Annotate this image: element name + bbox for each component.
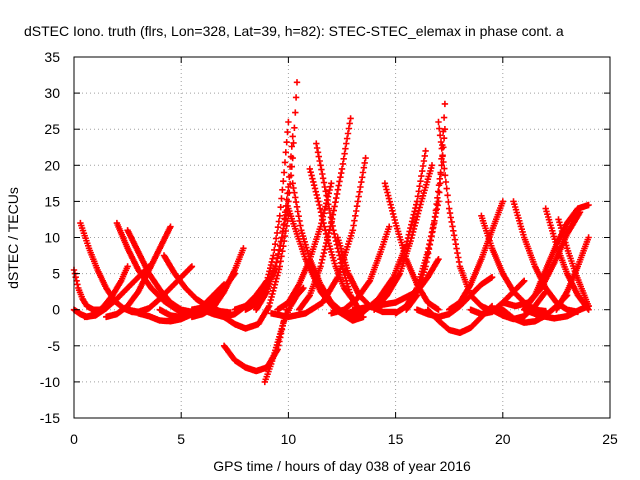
x-tick-labels: 0 5 10 15 20 25 — [70, 431, 618, 447]
y-tick-label: 30 — [44, 85, 60, 101]
data-point-markers — [446, 198, 506, 313]
series-38 — [446, 198, 506, 313]
series-28 — [328, 223, 393, 317]
data-point-markers — [253, 133, 296, 313]
data-point-markers — [195, 212, 292, 332]
series-25 — [268, 154, 369, 321]
x-tick-label: 15 — [388, 431, 404, 447]
series-48 — [521, 302, 592, 322]
data-point-markers — [381, 180, 442, 313]
y-tick-label: -15 — [40, 410, 60, 426]
data-point-markers — [521, 302, 592, 322]
series-17 — [231, 118, 292, 313]
data-point-markers — [553, 234, 592, 313]
x-axis-label: GPS time / hours of day 038 of year 2016 — [213, 458, 471, 474]
x-tick-label: 10 — [281, 431, 297, 447]
y-tick-label: 15 — [44, 193, 60, 209]
y-tick-label: 0 — [52, 302, 60, 318]
series-30 — [381, 180, 442, 313]
series-34 — [403, 100, 449, 313]
data-point-markers — [413, 274, 496, 321]
data-points — [70, 79, 592, 386]
x-tick-label: 0 — [70, 431, 78, 447]
series-49 — [553, 234, 592, 313]
y-tick-label: 5 — [52, 266, 60, 282]
data-point-markers — [231, 118, 292, 313]
series-14 — [195, 212, 292, 332]
y-tick-label: 10 — [44, 230, 60, 246]
series-32 — [371, 162, 436, 313]
y-axis-label: dSTEC / TECUs — [5, 187, 21, 289]
series-46 — [542, 205, 592, 313]
y-tick-label: 25 — [44, 121, 60, 137]
data-point-markers — [542, 205, 592, 313]
y-tick-label: -10 — [40, 374, 60, 390]
data-point-markers — [268, 154, 369, 321]
x-tick-label: 5 — [177, 431, 185, 447]
chart-title: dSTEC Iono. truth (flrs, Lon=328, Lat=39… — [24, 23, 564, 39]
y-tick-labels: -15 -10 -5 0 5 10 15 20 25 30 35 — [40, 49, 60, 426]
y-tick-label: 35 — [44, 49, 60, 65]
y-tick-label: -5 — [48, 338, 61, 354]
data-point-markers — [371, 162, 436, 313]
y-tick-label: 20 — [44, 157, 60, 173]
x-tick-label: 25 — [602, 431, 618, 447]
x-tick-label: 20 — [495, 431, 511, 447]
tick-marks — [73, 56, 611, 419]
data-point-markers — [403, 100, 449, 313]
series-19 — [253, 133, 296, 313]
data-point-markers — [328, 223, 393, 317]
series-37 — [413, 274, 496, 321]
